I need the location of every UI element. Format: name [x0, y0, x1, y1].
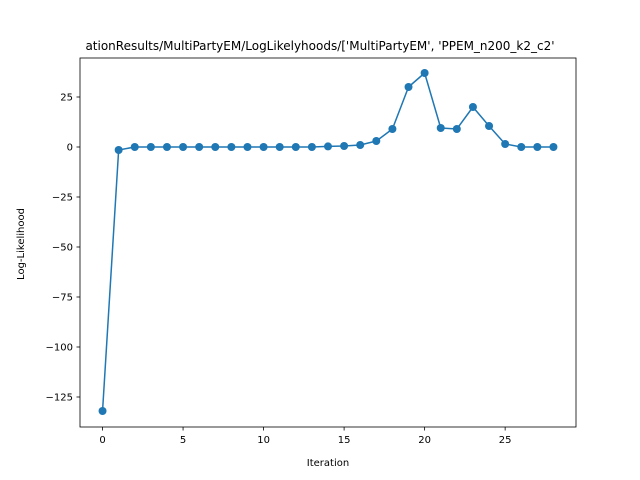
x-tick-label: 10 — [257, 435, 270, 446]
data-point — [549, 143, 558, 151]
y-tick-label: −100 — [46, 343, 73, 354]
axes-frame — [79, 57, 577, 428]
y-tick-label: −25 — [52, 193, 73, 204]
x-tick-label: 25 — [499, 435, 512, 446]
x-axis-label: Iteration — [307, 458, 349, 469]
data-point — [275, 143, 284, 151]
data-point — [420, 69, 429, 77]
data-point — [388, 125, 397, 133]
y-axis-label: Log-Likelihood — [16, 208, 27, 280]
data-point — [436, 124, 445, 132]
data-point — [533, 143, 542, 151]
plot-area — [79, 57, 577, 428]
x-axis-ticks: 0 5 10 15 20 25 — [99, 427, 512, 446]
data-point — [517, 143, 526, 151]
data-point — [356, 141, 365, 149]
data-point — [243, 143, 252, 151]
y-tick-label: −75 — [52, 293, 73, 304]
data-point — [227, 143, 236, 151]
data-point — [179, 143, 188, 151]
data-point — [468, 103, 477, 111]
y-axis-ticks: −125 −100 −75 −50 −25 0 25 — [46, 93, 80, 404]
data-point — [259, 143, 268, 151]
data-point — [162, 143, 171, 151]
data-point — [452, 125, 461, 133]
x-tick-label: 20 — [418, 435, 431, 446]
data-point — [324, 142, 332, 151]
data-point — [501, 140, 510, 148]
data-point — [211, 143, 220, 151]
data-point — [404, 83, 413, 91]
data-point — [485, 122, 494, 130]
y-tick-label: −50 — [52, 243, 73, 254]
data-point — [146, 143, 155, 151]
data-point — [98, 407, 107, 415]
y-tick-label: −125 — [46, 393, 73, 404]
x-tick-label: 5 — [180, 435, 186, 446]
data-point — [372, 137, 381, 145]
x-tick-label: 15 — [338, 435, 351, 446]
x-tick-label: 0 — [99, 435, 105, 446]
y-tick-label: 25 — [60, 93, 73, 104]
data-point — [307, 143, 316, 151]
data-point — [340, 142, 349, 150]
data-point — [195, 143, 204, 151]
data-point — [130, 143, 139, 151]
data-point — [114, 146, 123, 154]
data-point — [291, 143, 300, 151]
y-tick-label: 0 — [67, 143, 73, 154]
chart-title: ationResults/MultiPartyEM/LogLikelyhoods… — [85, 39, 554, 53]
